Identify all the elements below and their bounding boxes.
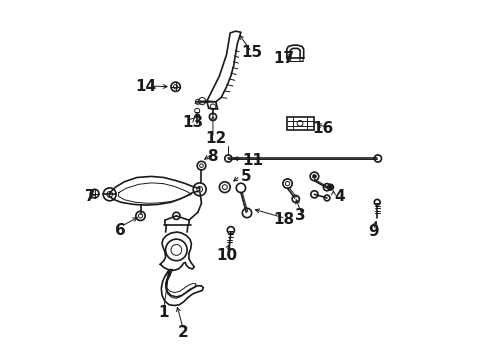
- Text: 1: 1: [158, 305, 169, 320]
- Text: 6: 6: [115, 223, 126, 238]
- Text: 9: 9: [367, 225, 378, 239]
- Text: 17: 17: [273, 50, 294, 66]
- Text: 16: 16: [312, 121, 333, 135]
- Text: 18: 18: [273, 212, 294, 227]
- Text: 10: 10: [216, 248, 237, 263]
- Bar: [286, 117, 313, 130]
- Text: 3: 3: [294, 208, 305, 223]
- Text: 15: 15: [241, 45, 262, 60]
- Text: 14: 14: [135, 79, 156, 94]
- Text: 8: 8: [206, 149, 217, 164]
- Text: 12: 12: [204, 131, 226, 146]
- Circle shape: [312, 175, 316, 178]
- Text: 5: 5: [241, 169, 251, 184]
- Text: 7: 7: [85, 189, 96, 204]
- Text: 13: 13: [182, 115, 203, 130]
- Text: 2: 2: [178, 325, 188, 340]
- Text: 4: 4: [333, 189, 344, 204]
- Text: 11: 11: [242, 153, 263, 168]
